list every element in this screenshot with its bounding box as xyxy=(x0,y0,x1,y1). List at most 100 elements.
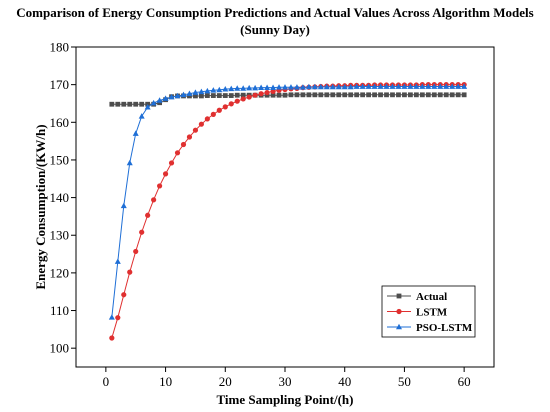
data-point-actual xyxy=(199,93,204,99)
data-point-actual xyxy=(139,101,145,107)
data-point-pso-lstm xyxy=(150,99,157,106)
data-point-lstm xyxy=(192,127,199,133)
data-point-actual xyxy=(193,93,198,99)
data-point-actual xyxy=(390,92,395,98)
data-point-actual xyxy=(402,92,407,98)
data-point-actual xyxy=(425,92,431,98)
data-point-pso-lstm xyxy=(299,84,306,90)
data-point-lstm xyxy=(109,335,115,341)
y-axis-ticks: 100 110 120 130 140 150 160 170 180 xyxy=(50,40,76,356)
data-point-actual xyxy=(419,92,425,98)
data-point-pso-lstm xyxy=(108,314,115,320)
data-point-actual xyxy=(270,92,276,98)
data-point-pso-lstm xyxy=(371,83,378,89)
data-point-lstm xyxy=(222,104,228,110)
data-point-actual xyxy=(294,92,300,98)
data-point-actual xyxy=(210,93,216,98)
data-point-lstm xyxy=(252,92,258,98)
data-point-pso-lstm xyxy=(353,83,360,89)
legend-item-pso-lstm: PSO-LSTM xyxy=(387,322,473,334)
data-point-pso-lstm xyxy=(329,83,336,90)
data-point-actual xyxy=(408,92,413,98)
data-point-lstm xyxy=(145,212,151,218)
data-point-lstm xyxy=(270,88,276,95)
y-tick-label: 130 xyxy=(50,228,70,243)
data-point-pso-lstm xyxy=(186,90,193,96)
data-point-actual xyxy=(431,92,437,98)
data-point-pso-lstm xyxy=(413,83,420,89)
data-point-pso-lstm xyxy=(383,83,390,89)
series-pso-lstm xyxy=(108,83,468,320)
data-point-pso-lstm xyxy=(317,83,324,90)
data-point-actual xyxy=(222,93,228,98)
y-tick-label: 160 xyxy=(50,115,70,130)
data-point-pso-lstm xyxy=(395,83,402,89)
data-point-pso-lstm xyxy=(461,83,468,89)
data-point-lstm xyxy=(204,116,210,122)
data-point-pso-lstm xyxy=(293,84,300,90)
data-point-lstm xyxy=(151,197,157,203)
data-point-pso-lstm xyxy=(132,130,139,136)
data-point-pso-lstm xyxy=(335,83,342,90)
data-point-pso-lstm xyxy=(365,83,372,89)
data-point-pso-lstm xyxy=(443,83,450,89)
y-axis-label: Energy Consumption/(KW/h) xyxy=(33,124,48,289)
data-point-pso-lstm xyxy=(455,83,462,89)
data-point-actual xyxy=(121,101,127,107)
data-point-actual xyxy=(204,93,210,98)
x-tick-label: 50 xyxy=(398,374,411,389)
data-point-pso-lstm xyxy=(341,83,348,90)
data-point-pso-lstm xyxy=(264,84,271,90)
x-tick-label: 10 xyxy=(159,374,172,389)
data-point-pso-lstm xyxy=(210,87,217,93)
data-point-pso-lstm xyxy=(323,83,330,90)
x-tick-label: 30 xyxy=(279,374,292,389)
data-point-pso-lstm xyxy=(377,83,384,89)
data-point-pso-lstm xyxy=(192,89,199,95)
data-point-lstm xyxy=(234,98,240,104)
data-point-pso-lstm xyxy=(126,159,133,166)
data-point-lstm xyxy=(139,229,145,235)
data-point-actual xyxy=(396,92,401,98)
data-point-actual xyxy=(461,92,467,98)
data-point-pso-lstm xyxy=(168,93,175,100)
data-point-lstm xyxy=(174,150,181,156)
chart-subtitle: (Sunny Day) xyxy=(240,22,310,37)
legend-label-lstm: LSTM xyxy=(416,307,448,319)
data-point-pso-lstm xyxy=(258,84,265,90)
data-point-actual xyxy=(384,92,389,98)
data-point-pso-lstm xyxy=(437,83,444,89)
data-point-lstm xyxy=(157,183,163,189)
x-tick-label: 0 xyxy=(103,374,110,389)
data-point-actual xyxy=(133,101,139,107)
legend-item-lstm: LSTM xyxy=(387,307,448,319)
data-point-actual xyxy=(342,92,348,98)
data-point-pso-lstm xyxy=(311,83,318,90)
data-point-lstm xyxy=(258,91,264,97)
y-tick-label: 170 xyxy=(50,77,70,92)
data-point-actual xyxy=(354,92,360,98)
data-point-lstm xyxy=(198,121,204,127)
data-point-actual xyxy=(228,93,234,98)
data-point-actual xyxy=(449,92,455,98)
data-point-pso-lstm xyxy=(138,113,145,119)
data-point-pso-lstm xyxy=(389,83,396,89)
data-point-pso-lstm xyxy=(162,95,169,101)
data-point-pso-lstm xyxy=(174,92,181,99)
data-point-pso-lstm xyxy=(216,86,223,93)
data-point-pso-lstm xyxy=(401,83,408,89)
legend-marker-lstm xyxy=(396,308,402,315)
data-point-pso-lstm xyxy=(240,85,247,91)
data-point-pso-lstm xyxy=(431,83,438,89)
x-tick-label: 60 xyxy=(458,374,471,389)
data-point-pso-lstm xyxy=(305,83,312,90)
data-point-actual xyxy=(443,92,449,98)
data-point-lstm xyxy=(264,89,270,96)
data-point-lstm xyxy=(162,171,169,177)
data-point-actual xyxy=(330,92,336,98)
legend-item-actual: Actual xyxy=(387,291,447,303)
data-point-actual xyxy=(216,93,222,98)
data-point-actual xyxy=(264,92,270,98)
y-tick-label: 120 xyxy=(50,265,70,280)
